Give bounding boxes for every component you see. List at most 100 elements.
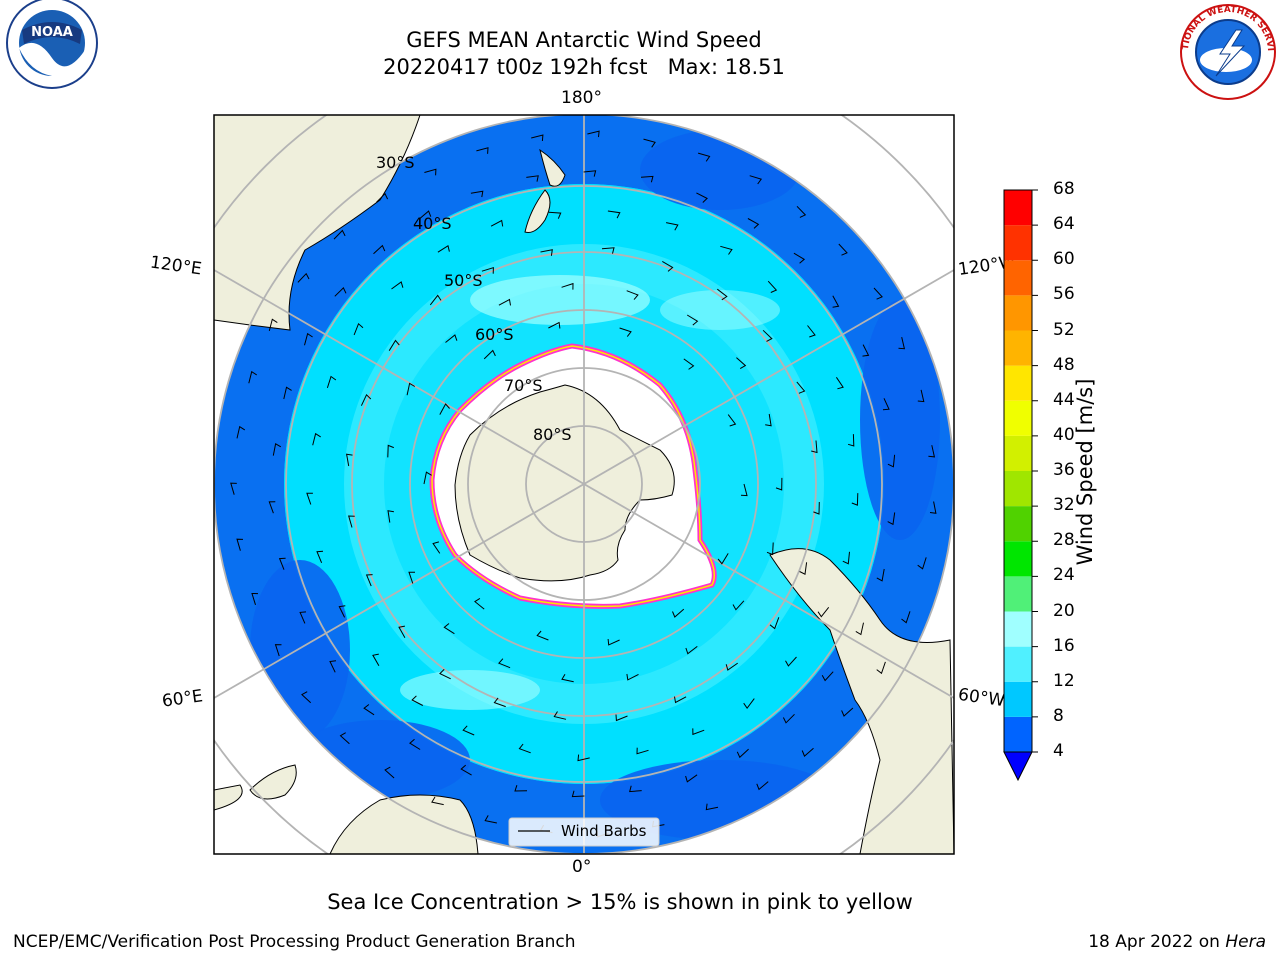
colorbar-label: Wind Speed [m/s] [1073,378,1097,566]
wind-barb [373,244,386,255]
colorbar-tick-label: 24 [1053,565,1075,586]
wind-barb [887,512,896,526]
wind-barb [345,453,353,467]
lat-label-70s: 70°S [504,376,543,395]
wind-barb [432,541,441,554]
wind-barb [526,175,539,182]
wind-barb [685,774,698,783]
footer-host: Hera [1225,932,1266,952]
wind-barb [807,325,816,338]
wind-barb [577,754,590,762]
lat-label-50s: 50°S [444,271,483,290]
colorbar-tick-label: 52 [1053,319,1075,340]
wind-barb [326,375,337,389]
wind-barb [683,358,695,370]
sea-ice-caption: Sea Ice Concentration > 15% is shown in … [327,890,913,914]
wind-barb [301,691,312,704]
colorbar-segment [1004,541,1032,577]
wind-barb [720,245,733,255]
wind-barb [626,290,639,300]
colorbar-segment [1004,365,1032,401]
wind-barb [887,454,896,468]
wind-barb [811,440,818,454]
wind-barb [518,743,531,754]
wind-barb [406,382,416,396]
wind-barb [847,434,855,447]
wind-barb [278,557,286,570]
wind-barb [736,357,747,370]
wind-barb [732,600,745,611]
wind-barb [553,711,567,720]
wind-barb [333,229,346,240]
wind-barb [498,658,511,669]
wind-barb [334,287,347,297]
wind-barb [873,287,883,300]
lat-label-80s: 80°S [533,425,572,444]
wind-barb [484,815,498,824]
wind-barb [901,611,911,624]
wind-barb [665,222,679,231]
wind-barb [268,501,276,514]
wind-barb [855,622,864,636]
footer-credit: NCEP/EMC/Verification Post Processing Pr… [13,932,576,952]
wind-barb [376,192,389,203]
wind-barb [297,272,310,283]
wind-barb [662,260,674,272]
wind-barb [429,294,442,306]
wind-barb [490,219,504,227]
wind-barb [766,542,774,556]
wind-barb [862,344,870,357]
colorbar-tick-label: 12 [1053,670,1075,691]
wind-barb [740,483,748,497]
wind-barb [283,386,292,400]
wind-barb [316,550,324,563]
wind-barb [821,671,834,682]
wind-barb [363,704,375,716]
wind-barb [268,318,278,332]
wind-barb [387,510,394,523]
wind-barb [705,803,719,811]
wind-barb [917,557,927,570]
wind-barb [813,501,820,515]
colorbar-tick-label: 68 [1053,179,1075,199]
wind-barb [470,190,484,198]
lat-label-40s: 40°S [413,214,452,233]
wind-barb [782,713,795,724]
lat-label-60s: 60°S [475,325,514,344]
colorbar-tick-label: 48 [1053,354,1075,375]
wind-barb [481,267,494,274]
wind-barb [717,553,729,565]
wind-barb [626,673,639,681]
wind-barb [274,644,282,657]
lat-label-30s: 30°S [376,153,415,172]
wind-barb [583,170,597,177]
wind-barb [835,377,844,390]
wind-barb [876,568,885,582]
wind-barb [439,403,450,415]
wind-barb [898,336,906,350]
wind-barb [248,370,257,384]
wind-barb [299,611,307,624]
wind-barb [607,638,620,646]
wind-barb [445,334,458,343]
wind-barb [640,175,654,183]
wind-barb [727,414,737,427]
colorbar-segment [1004,681,1032,717]
wind-barb [365,574,373,587]
colorbar-tick-label: 32 [1053,495,1075,516]
wind-barb [360,393,372,406]
wind-barb [643,138,656,148]
wind-barb [571,790,585,798]
wind-barb [561,673,574,683]
colorbar-tick-label: 28 [1053,530,1075,551]
wind-barb [686,314,699,326]
colorbar-tick-label: 16 [1053,635,1075,656]
colorbar-segment [1004,471,1032,507]
colorbar-tick-label: 20 [1053,600,1075,621]
wind-barb [725,662,738,671]
wind-barb [431,796,444,806]
wind-barb [561,282,574,290]
map-title: GEFS MEAN Antarctic Wind Speed [406,28,762,52]
colorbar-tick-label: 4 [1053,741,1064,761]
